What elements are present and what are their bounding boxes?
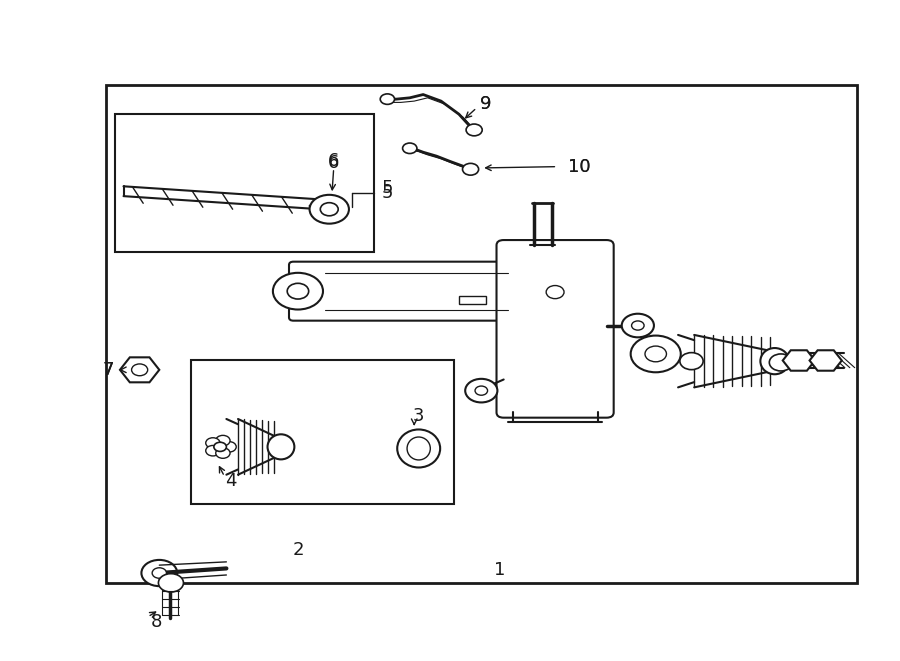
Circle shape <box>131 364 148 375</box>
Circle shape <box>631 336 680 372</box>
Text: 10: 10 <box>569 157 591 176</box>
Circle shape <box>380 94 394 104</box>
Ellipse shape <box>267 434 294 459</box>
Bar <box>105 85 857 583</box>
Circle shape <box>320 203 338 215</box>
Circle shape <box>152 568 166 578</box>
Text: 7: 7 <box>103 361 114 379</box>
Text: 3: 3 <box>413 407 425 425</box>
Text: 8: 8 <box>151 613 162 631</box>
Circle shape <box>546 286 564 299</box>
Circle shape <box>680 352 703 369</box>
Bar <box>459 296 486 304</box>
Ellipse shape <box>397 430 440 467</box>
Circle shape <box>158 574 184 592</box>
Text: 4: 4 <box>225 472 237 490</box>
Circle shape <box>141 560 177 586</box>
Text: 6: 6 <box>328 155 339 173</box>
Circle shape <box>465 379 498 403</box>
Text: 2: 2 <box>292 541 303 559</box>
Bar <box>114 114 374 252</box>
Polygon shape <box>227 419 238 475</box>
Circle shape <box>466 124 482 136</box>
Ellipse shape <box>407 437 430 460</box>
Polygon shape <box>678 335 694 387</box>
Circle shape <box>216 448 230 458</box>
Ellipse shape <box>760 348 789 374</box>
Circle shape <box>402 143 417 153</box>
Circle shape <box>622 314 654 337</box>
Text: 1: 1 <box>493 561 505 579</box>
Circle shape <box>206 446 220 456</box>
Circle shape <box>310 195 349 223</box>
Text: 7: 7 <box>103 361 114 379</box>
FancyBboxPatch shape <box>497 240 614 418</box>
Text: 5: 5 <box>382 178 393 196</box>
Bar <box>191 360 454 504</box>
Circle shape <box>287 284 309 299</box>
Text: 9: 9 <box>480 95 491 114</box>
Circle shape <box>206 438 220 448</box>
Text: 5: 5 <box>382 184 393 202</box>
Circle shape <box>214 442 227 451</box>
Circle shape <box>222 442 236 452</box>
Circle shape <box>475 386 488 395</box>
Circle shape <box>632 321 644 330</box>
Circle shape <box>273 273 323 309</box>
Circle shape <box>216 436 230 446</box>
Text: 6: 6 <box>328 153 339 171</box>
Circle shape <box>770 354 793 371</box>
FancyBboxPatch shape <box>289 262 522 321</box>
Text: 10: 10 <box>569 157 591 176</box>
Circle shape <box>645 346 667 362</box>
Text: 9: 9 <box>480 95 491 114</box>
Circle shape <box>463 163 479 175</box>
